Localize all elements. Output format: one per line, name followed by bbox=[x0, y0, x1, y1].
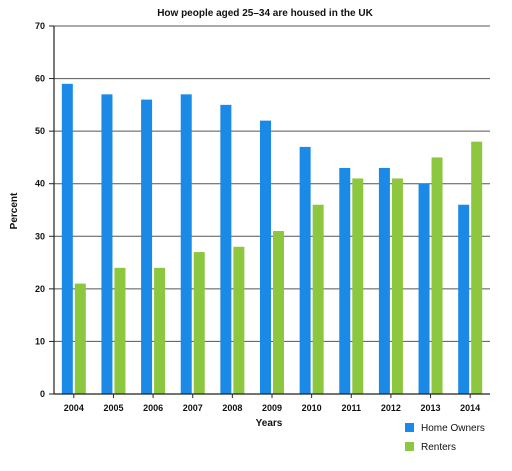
bar-home-owners-2014 bbox=[458, 204, 470, 394]
x-tick-label: 2012 bbox=[381, 403, 401, 413]
bar-renters-2014 bbox=[471, 141, 483, 394]
bar-home-owners-2012 bbox=[378, 167, 390, 394]
bar-home-owners-2009 bbox=[260, 120, 271, 394]
bar-renters-2010 bbox=[312, 204, 324, 394]
bar-renters-2005 bbox=[114, 267, 126, 394]
bar-home-owners-2004 bbox=[61, 83, 73, 394]
y-tick-label: 30 bbox=[35, 231, 45, 241]
bars bbox=[61, 83, 483, 394]
y-tick-label: 40 bbox=[35, 179, 45, 189]
legend-label: Home Owners bbox=[421, 423, 485, 434]
x-tick-label: 2011 bbox=[342, 403, 362, 413]
x-tick-label: 2009 bbox=[262, 403, 282, 413]
bar-home-owners-2008 bbox=[220, 104, 232, 394]
x-tick-label: 2014 bbox=[460, 403, 480, 413]
legend-label: Renters bbox=[421, 442, 456, 453]
chart-title: How people aged 25–34 are housed in the … bbox=[157, 8, 373, 19]
x-tick-label: 2005 bbox=[103, 403, 123, 413]
y-tick-label: 50 bbox=[35, 126, 45, 136]
x-tick-label: 2007 bbox=[183, 403, 203, 413]
x-tick-label: 2008 bbox=[222, 403, 242, 413]
y-tick-label: 20 bbox=[35, 284, 45, 294]
x-tick-label: 2010 bbox=[302, 403, 322, 413]
bar-home-owners-2007 bbox=[180, 94, 192, 394]
bar-home-owners-2013 bbox=[418, 183, 430, 394]
bar-renters-2011 bbox=[352, 178, 364, 394]
bar-renters-2008 bbox=[233, 246, 245, 394]
gridlines bbox=[54, 25, 490, 342]
bar-renters-2012 bbox=[391, 178, 403, 394]
y-tick-label: 60 bbox=[35, 74, 45, 84]
x-axis-label: Years bbox=[256, 418, 283, 429]
bar-renters-2007 bbox=[193, 252, 205, 394]
bar-home-owners-2006 bbox=[141, 99, 153, 394]
bar-renters-2004 bbox=[74, 283, 86, 394]
bar-home-owners-2010 bbox=[299, 146, 311, 394]
y-axis-label: Percent bbox=[9, 192, 20, 229]
bar-renters-2013 bbox=[431, 157, 443, 394]
axes: 0 10 20 30 40 50 60 70 2004 2005 2006 2007 2008 2009 2… bbox=[35, 21, 490, 413]
bar-renters-2006 bbox=[154, 267, 166, 394]
bar-renters-2009 bbox=[273, 231, 284, 394]
x-tick-label: 2013 bbox=[421, 403, 441, 413]
legend-swatch bbox=[405, 442, 414, 451]
bar-home-owners-2011 bbox=[339, 167, 351, 394]
x-tick-label: 2006 bbox=[143, 403, 163, 413]
y-tick-label: 70 bbox=[35, 21, 45, 31]
y-tick-label: 0 bbox=[40, 389, 45, 399]
legend: Home Owners Renters bbox=[405, 423, 485, 453]
bar-home-owners-2005 bbox=[101, 94, 113, 394]
legend-swatch bbox=[405, 423, 414, 432]
x-tick-label: 2004 bbox=[64, 403, 84, 413]
y-tick-label: 10 bbox=[35, 336, 45, 346]
